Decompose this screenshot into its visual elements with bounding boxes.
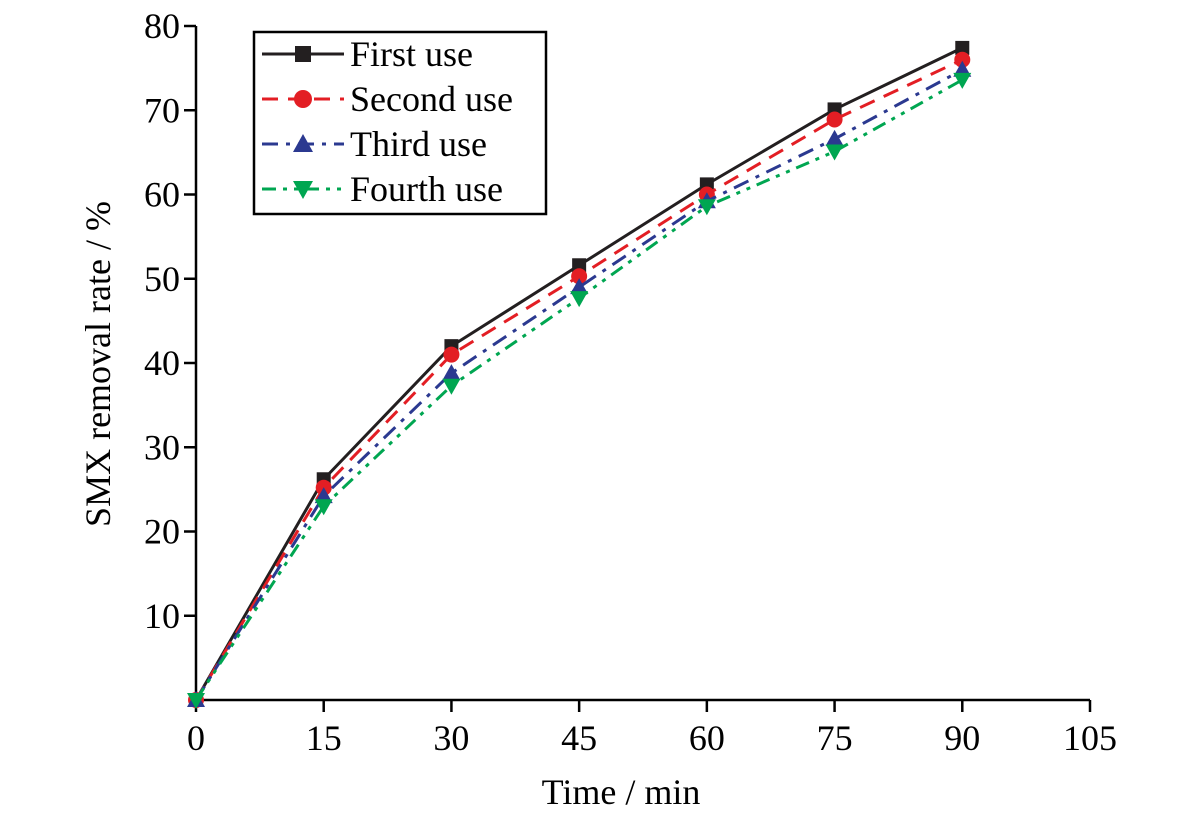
data-point bbox=[825, 129, 844, 146]
legend: First use Second use Third use Fourth use bbox=[252, 30, 548, 216]
legend-marker bbox=[293, 134, 313, 152]
y-tick-label: 10 bbox=[144, 596, 180, 636]
data-point bbox=[572, 258, 587, 273]
data-point bbox=[570, 278, 589, 295]
data-point bbox=[442, 378, 461, 395]
y-tick-label: 30 bbox=[144, 427, 180, 467]
series-3 bbox=[187, 60, 972, 707]
y-axis-label: SMX removal rate / % bbox=[78, 201, 118, 527]
data-point bbox=[955, 40, 970, 55]
legend-entry: First use bbox=[262, 34, 473, 74]
legend-marker bbox=[294, 90, 312, 108]
data-point bbox=[826, 111, 843, 128]
legend-marker bbox=[293, 181, 313, 199]
data-point bbox=[314, 487, 333, 504]
data-point bbox=[825, 144, 844, 161]
data-point bbox=[571, 268, 588, 285]
data-point bbox=[954, 51, 971, 68]
x-tick-label: 45 bbox=[561, 718, 597, 758]
y-tick-label: 50 bbox=[144, 259, 180, 299]
legend-entry: Third use bbox=[262, 124, 487, 164]
x-tick-label: 15 bbox=[306, 718, 342, 758]
data-point bbox=[953, 72, 972, 89]
y-tick-label: 20 bbox=[144, 512, 180, 552]
y-tick-label: 40 bbox=[144, 343, 180, 383]
legend-marker bbox=[295, 46, 311, 62]
x-ticks: 0 15 30 45 60 75 90 105 bbox=[187, 700, 1117, 758]
legend-entry: Second use bbox=[262, 79, 513, 119]
legend-label: Fourth use bbox=[350, 169, 503, 209]
series-4 bbox=[187, 72, 972, 709]
x-axis-label: Time / min bbox=[542, 772, 701, 812]
y-tick-label: 60 bbox=[144, 175, 180, 215]
x-tick-label: 60 bbox=[689, 718, 725, 758]
legend-label: Second use bbox=[350, 79, 513, 119]
x-tick-label: 0 bbox=[187, 718, 205, 758]
data-point bbox=[442, 364, 461, 381]
data-point bbox=[570, 291, 589, 308]
x-tick-label: 30 bbox=[433, 718, 469, 758]
x-tick-label: 90 bbox=[944, 718, 980, 758]
series-layer bbox=[187, 40, 972, 709]
data-point bbox=[953, 60, 972, 77]
data-point bbox=[314, 499, 333, 516]
data-point bbox=[443, 346, 460, 363]
x-tick-label: 105 bbox=[1063, 718, 1117, 758]
x-tick-label: 75 bbox=[817, 718, 853, 758]
data-point bbox=[697, 199, 716, 216]
legend-label: First use bbox=[350, 34, 473, 74]
legend-entry: Fourth use bbox=[262, 169, 503, 209]
y-ticks: 10 20 30 40 50 60 70 80 bbox=[144, 6, 196, 636]
y-tick-label: 70 bbox=[144, 90, 180, 130]
data-point bbox=[187, 693, 205, 709]
legend-label: Third use bbox=[350, 124, 487, 164]
y-tick-label: 80 bbox=[144, 6, 180, 46]
